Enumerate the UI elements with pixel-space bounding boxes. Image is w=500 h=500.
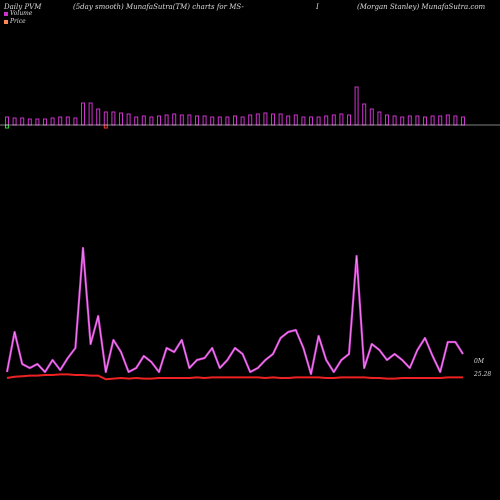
- volume-bar: [354, 86, 359, 126]
- line-series: [5, 246, 464, 381]
- volume-bar: [331, 114, 336, 126]
- volume-bar: [453, 115, 458, 126]
- volume-bar: [141, 115, 146, 126]
- legend-price-swatch: [4, 19, 8, 24]
- volume-bar: [400, 116, 405, 126]
- volume-bar: [271, 113, 275, 126]
- volume-bar: [233, 115, 237, 126]
- volume-bar: [362, 103, 367, 126]
- volume-bar: [377, 111, 382, 126]
- volume-bar: [27, 118, 32, 126]
- volume-bar: [309, 116, 313, 126]
- legend-volume: Volume: [4, 10, 32, 17]
- volume-bar: [385, 114, 389, 126]
- volume-bar: [65, 116, 70, 126]
- volume-bar: [202, 115, 207, 126]
- symbol-suffix: I: [316, 3, 319, 11]
- volume-bar: [217, 116, 222, 126]
- volume-bar: [43, 118, 47, 126]
- volume-bar: [278, 113, 283, 126]
- chart-type-label: Daily PVM: [4, 3, 42, 11]
- volume-bar: [12, 117, 17, 126]
- volume-bars: [5, 86, 465, 129]
- volume-bar: [445, 114, 450, 126]
- volume-bar: [461, 116, 465, 126]
- volume-bar: [225, 116, 230, 126]
- volume-bar: [293, 114, 298, 126]
- volume-bar: [324, 115, 329, 126]
- volume-bar: [430, 115, 435, 126]
- volume-bar: [81, 102, 85, 126]
- volume-bar: [240, 116, 245, 126]
- volume-bar: [111, 111, 116, 126]
- volume-bar: [103, 111, 108, 126]
- legend-price: Price: [4, 18, 26, 25]
- legend-price-label: Price: [10, 18, 26, 25]
- chart-subtitle: (5day smooth) MunafaSutra(TM) charts for…: [73, 3, 244, 11]
- volume-bar: [407, 115, 412, 126]
- volume-bar: [301, 116, 306, 126]
- volume-bar: [35, 118, 40, 126]
- volume-bar: [255, 113, 260, 126]
- price-line: [6, 373, 463, 381]
- volume-bar: [369, 108, 374, 126]
- volume-bar: [96, 108, 101, 126]
- volume-bar: [172, 113, 177, 126]
- volume-bar: [157, 115, 161, 126]
- volume-bar: [347, 114, 351, 126]
- volume-bar: [119, 112, 123, 126]
- volume-bar: [316, 116, 321, 126]
- volume-bar: [5, 116, 9, 126]
- volume-bar: [248, 114, 253, 126]
- company-source-label: (Morgan Stanley) MunafaSutra.com: [357, 3, 486, 11]
- volume-bar: [187, 114, 192, 126]
- volume-line: [5, 246, 464, 376]
- volume-bar: [210, 116, 215, 126]
- legend-volume-label: Volume: [10, 10, 33, 17]
- volume-down-mark: [103, 124, 108, 129]
- volume-bar: [164, 114, 169, 126]
- volume-bar: [339, 113, 344, 126]
- volume-bar: [20, 117, 25, 126]
- volume-bar: [134, 116, 139, 126]
- volume-bar: [423, 116, 427, 126]
- volume-down-mark: [5, 124, 9, 129]
- volume-bar: [392, 115, 397, 126]
- legend-volume-swatch: [4, 11, 8, 16]
- volume-bar: [58, 116, 63, 126]
- volume-bar: [415, 115, 420, 126]
- volume-bar: [286, 115, 291, 126]
- volume-bar: [50, 117, 55, 126]
- volume-line-highlight: [6, 247, 464, 375]
- price-axis-label: 25.28: [473, 371, 491, 378]
- volume-bar: [88, 102, 93, 126]
- volume-bar: [263, 112, 268, 126]
- volume-bar: [179, 114, 184, 126]
- volume-bar: [126, 113, 131, 126]
- volume-bar: [149, 116, 154, 126]
- volume-bar: [438, 115, 443, 126]
- volume-axis-label: 0M: [474, 358, 485, 365]
- volume-bar: [195, 115, 199, 126]
- volume-bar: [73, 117, 78, 126]
